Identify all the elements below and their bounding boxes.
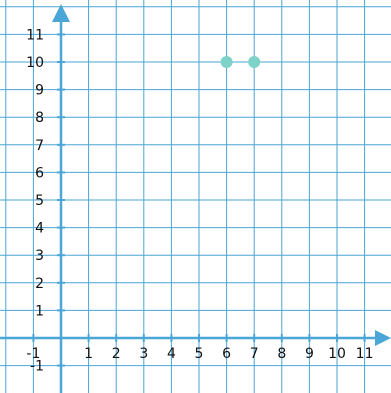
data-points xyxy=(220,56,261,68)
y-tick-label: 7 xyxy=(35,138,44,154)
data-point xyxy=(220,56,233,68)
y-tick-label: 6 xyxy=(35,165,44,181)
y-tick-label: 10 xyxy=(26,55,44,71)
x-axis-arrow-icon xyxy=(375,330,391,346)
y-tick-label: 9 xyxy=(35,83,44,99)
tick-labels: -1 1 2 3 4 5 6 7 8 9 10 11 -1 1 2 3 4 5 6 7 8 9 10 11 xyxy=(26,27,373,374)
y-tick-label: 1 xyxy=(35,303,44,319)
x-tick-label: -1 xyxy=(26,346,40,362)
x-tick-label: 4 xyxy=(167,346,176,362)
x-tick-label: 11 xyxy=(356,346,374,362)
x-tick-label: 3 xyxy=(139,346,148,362)
y-tick-label: -1 xyxy=(30,359,44,375)
x-tick-label: 7 xyxy=(250,346,259,362)
x-tick-label: 2 xyxy=(112,346,121,362)
x-tick-label: 9 xyxy=(305,346,314,362)
y-tick-label: 5 xyxy=(35,193,44,209)
y-axis-arrow-icon xyxy=(52,4,70,22)
x-tick-label: 10 xyxy=(328,346,346,362)
x-tick-label: 5 xyxy=(195,346,204,362)
y-tick-label: 11 xyxy=(26,27,44,43)
x-tick-label: 6 xyxy=(222,346,231,362)
axes xyxy=(0,4,391,393)
y-tick-label: 2 xyxy=(35,276,44,292)
x-tick-label: 8 xyxy=(277,346,286,362)
x-tick-label: 1 xyxy=(84,346,93,362)
y-tick-label: 3 xyxy=(35,248,44,264)
data-point xyxy=(248,56,261,68)
y-tick-label: 4 xyxy=(35,221,44,237)
y-tick-label: 8 xyxy=(35,110,44,126)
